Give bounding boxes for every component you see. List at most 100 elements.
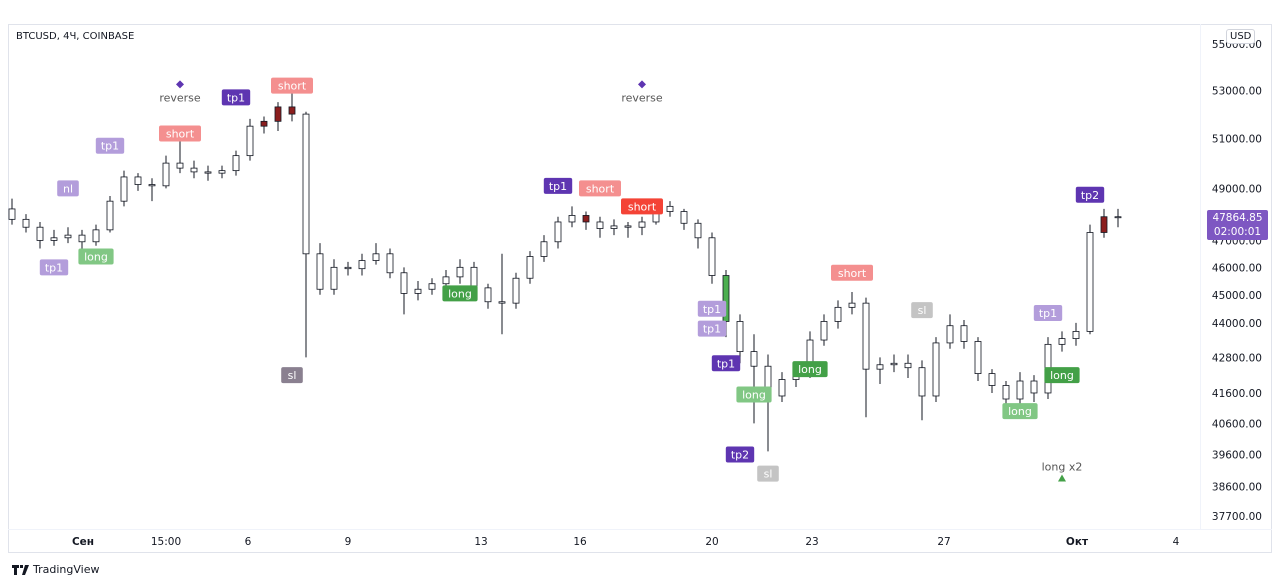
signal-marker[interactable] xyxy=(725,446,755,463)
candle-body xyxy=(274,106,282,122)
price-tick-label: 39600.00 xyxy=(1212,450,1262,462)
marker-label: reverse xyxy=(621,91,663,104)
signal-marker[interactable] xyxy=(39,259,69,276)
signal-marker[interactable] xyxy=(697,300,727,317)
signal-marker[interactable] xyxy=(792,361,828,378)
candle-body xyxy=(694,222,702,239)
time-tick-label: 4 xyxy=(1173,536,1180,548)
candle-body xyxy=(372,253,380,261)
candle-body xyxy=(498,301,506,304)
candle-body xyxy=(176,162,184,169)
signal-marker[interactable] xyxy=(57,180,79,197)
candle-body xyxy=(904,362,912,369)
candle-body xyxy=(64,234,72,239)
candle-body xyxy=(148,184,156,187)
signal-marker[interactable] xyxy=(78,248,114,265)
candle-body xyxy=(848,302,856,308)
candle-body xyxy=(1072,331,1080,339)
candle-body xyxy=(246,125,254,157)
symbol-title[interactable]: BTCUSD, 4Ч, COINBASE xyxy=(16,31,135,42)
signal-marker[interactable] xyxy=(757,465,779,482)
marker-label: tp1 xyxy=(549,180,567,193)
price-tick-label: 37700.00 xyxy=(1212,511,1262,523)
time-tick-label: 13 xyxy=(474,536,487,548)
signal-marker[interactable] xyxy=(159,125,201,142)
candle-body xyxy=(666,205,674,212)
candle-body xyxy=(540,241,548,257)
signal-marker[interactable] xyxy=(1033,304,1063,321)
candle-body xyxy=(442,276,450,285)
signal-marker[interactable] xyxy=(442,285,478,302)
signal-marker[interactable] xyxy=(697,320,727,337)
candle-body xyxy=(918,367,926,397)
marker-label: nl xyxy=(63,182,73,195)
marker-label: long xyxy=(798,363,822,376)
candle-body xyxy=(1086,232,1094,332)
time-axis-divider xyxy=(8,529,1272,530)
signal-marker[interactable] xyxy=(271,77,313,94)
marker-label: short xyxy=(838,267,867,280)
candle-body xyxy=(834,306,842,322)
candle-body xyxy=(470,266,478,289)
signal-marker[interactable] xyxy=(621,198,663,215)
candle-body xyxy=(820,321,828,341)
signal-marker[interactable] xyxy=(1044,367,1080,384)
candle-body xyxy=(568,215,576,223)
candle-body xyxy=(120,176,128,202)
marker-label: tp1 xyxy=(101,140,119,153)
signal-marker[interactable] xyxy=(911,302,933,319)
last-price-value: 47864.85 xyxy=(1212,212,1263,224)
candle-body xyxy=(386,253,394,274)
marker-label: short xyxy=(278,80,307,93)
candle-body xyxy=(414,288,422,294)
reverse-diamond-icon xyxy=(638,80,646,89)
signal-marker[interactable] xyxy=(221,89,251,106)
candle-body xyxy=(316,253,324,290)
candle-body xyxy=(358,260,366,270)
candle-body xyxy=(428,283,436,290)
candle-body xyxy=(778,379,786,397)
time-tick-label: 16 xyxy=(573,536,587,548)
signal-marker[interactable] xyxy=(831,264,873,281)
signal-marker[interactable] xyxy=(579,180,621,197)
signal-marker[interactable] xyxy=(711,355,741,372)
tradingview-footer[interactable]: TradingView xyxy=(12,563,99,576)
price-tick-label: 45000.00 xyxy=(1212,290,1262,302)
candle-body xyxy=(456,266,464,278)
candle-body xyxy=(862,302,870,370)
candle-body xyxy=(750,351,758,367)
candle-body xyxy=(596,221,604,229)
marker-label: tp1 xyxy=(717,357,735,370)
marker-label: sl xyxy=(918,304,927,317)
reverse-diamond-icon xyxy=(176,80,184,89)
signal-marker[interactable] xyxy=(281,367,303,384)
candle-body xyxy=(554,221,562,243)
time-tick-label: 6 xyxy=(245,536,252,548)
candle-body xyxy=(680,211,688,224)
signal-marker[interactable] xyxy=(543,177,573,194)
candle-body xyxy=(624,225,632,228)
marker-label: tp2 xyxy=(731,449,749,462)
brand-name: TradingView xyxy=(33,563,100,576)
candle-body xyxy=(526,256,534,279)
marker-label: tp2 xyxy=(1081,189,1099,202)
signal-marker[interactable] xyxy=(1002,403,1038,420)
marker-label: long x2 xyxy=(1042,460,1083,473)
marker-label: short xyxy=(586,182,615,195)
candle-body xyxy=(708,237,716,276)
candle-body xyxy=(946,325,954,344)
currency-button[interactable]: USD xyxy=(1226,29,1256,44)
candle-body xyxy=(610,225,618,229)
candle-body xyxy=(1016,380,1024,400)
price-tick-label: 38600.00 xyxy=(1212,482,1262,494)
signal-marker[interactable] xyxy=(736,386,772,403)
candle-body xyxy=(1030,380,1038,394)
signal-marker[interactable] xyxy=(1075,186,1105,203)
signal-marker[interactable] xyxy=(95,137,125,154)
marker-label: long xyxy=(1008,405,1032,418)
candle-body xyxy=(582,215,590,223)
candle-body xyxy=(8,208,16,220)
chart-panel[interactable] xyxy=(8,24,1272,553)
candle-body xyxy=(22,218,30,228)
